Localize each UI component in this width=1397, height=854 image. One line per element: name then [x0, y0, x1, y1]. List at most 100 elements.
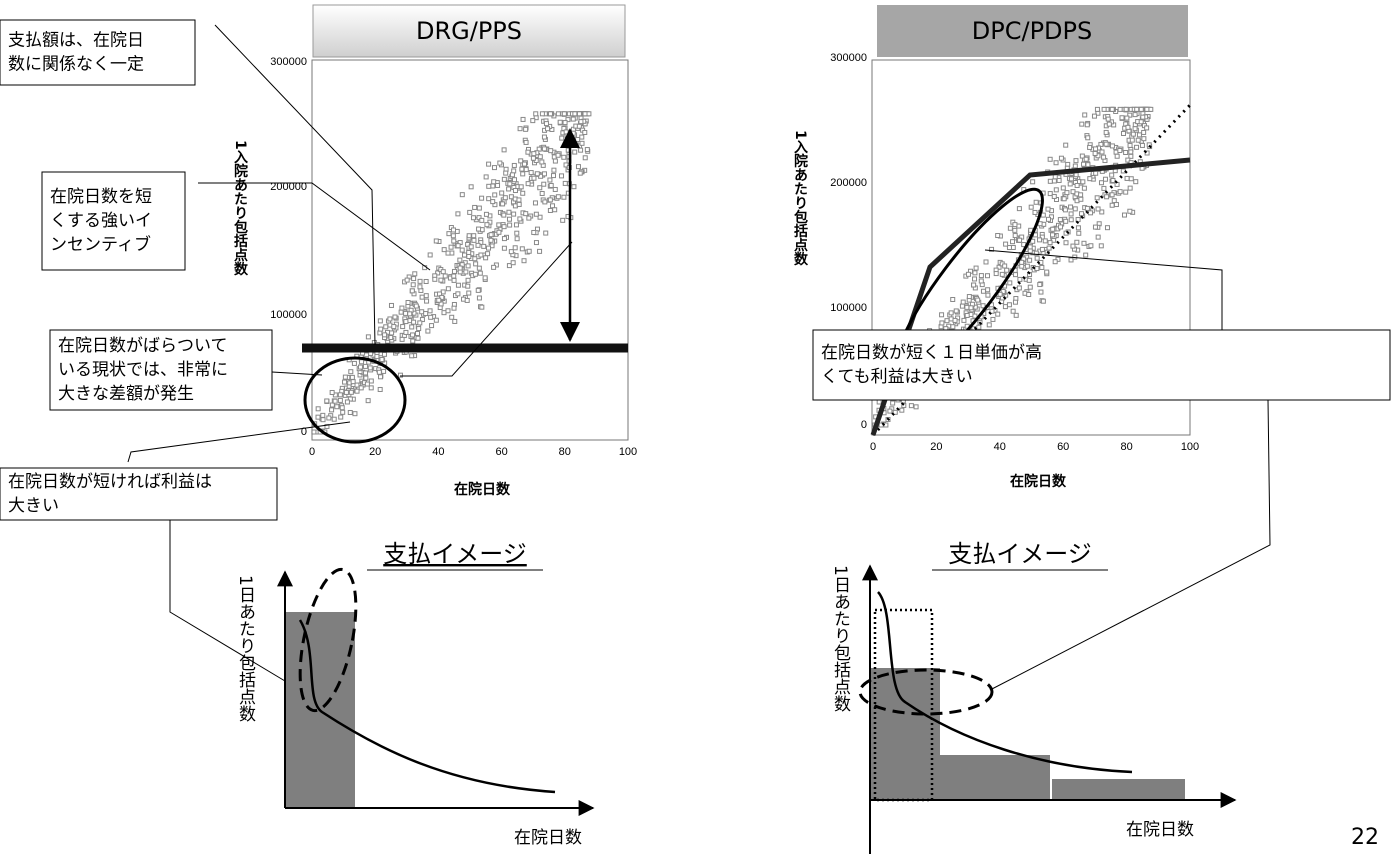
- scatter-dot: [419, 317, 425, 323]
- scatter-dot: [539, 190, 545, 196]
- callout-box: [812, 329, 1391, 401]
- scatter-dot: [523, 211, 529, 217]
- scatter-dot: [485, 251, 491, 257]
- scatter-dot: [359, 359, 365, 365]
- scatter-dot: [975, 297, 981, 303]
- scatter-dot: [1068, 211, 1074, 217]
- scatter-dot: [1138, 106, 1144, 112]
- scatter-dot: [533, 240, 539, 246]
- scatter-dot: [562, 180, 568, 186]
- callout-text: くても利益は大きい: [821, 367, 973, 387]
- scatter-dot: [1104, 194, 1110, 200]
- scatter-dot: [1072, 206, 1078, 212]
- scatter-dot: [1091, 113, 1097, 119]
- scatter-dot: [990, 316, 996, 322]
- scatter-dot: [1060, 185, 1066, 191]
- scatter-dot: [1000, 289, 1006, 295]
- scatter-dot: [433, 238, 439, 244]
- x-tick-label: 60: [1057, 441, 1069, 453]
- scatter-dot: [1140, 114, 1146, 120]
- scatter-dot: [523, 139, 529, 145]
- scatter-dot: [455, 211, 461, 217]
- scatter-dot: [511, 211, 517, 217]
- scatter-dot: [961, 317, 967, 323]
- scatter-dot: [363, 370, 369, 376]
- scatter-dot: [523, 126, 529, 132]
- scatter-dot: [506, 209, 512, 215]
- scatter-dot: [1138, 119, 1144, 125]
- scatter-dot: [1051, 193, 1057, 199]
- scatter-dot: [973, 265, 979, 271]
- scatter-dot: [543, 121, 549, 127]
- scatter-dot: [1061, 196, 1067, 202]
- bar: [940, 755, 1050, 800]
- scatter-dot: [365, 398, 371, 404]
- scatter-dot: [1099, 149, 1105, 155]
- scatter-dot: [486, 196, 492, 202]
- scatter-dot: [1081, 240, 1087, 246]
- scatter-dot: [463, 269, 469, 275]
- scatter-dot: [519, 166, 525, 172]
- scatter-dot: [532, 200, 538, 206]
- scatter-dot: [989, 246, 995, 252]
- scatter-dot: [1078, 196, 1084, 202]
- scatter-dot: [435, 270, 441, 276]
- scatter-dot: [329, 407, 335, 413]
- scatter-dot: [415, 335, 421, 341]
- scatter-dot: [1148, 106, 1154, 112]
- scatter-dot: [417, 284, 423, 290]
- scatter-dot: [1093, 170, 1099, 176]
- scatter-dot: [466, 290, 472, 296]
- callout-text: 在院日数が短ければ利益は: [8, 472, 212, 492]
- scatter-dot: [377, 386, 383, 392]
- scatter-dot: [407, 311, 413, 317]
- callout-text: 大きい: [8, 496, 59, 516]
- scatter-dot: [388, 302, 394, 308]
- scatter-dot: [518, 158, 524, 164]
- scatter-dot: [1094, 106, 1100, 112]
- scatter-dot: [399, 305, 405, 311]
- scatter-dot: [562, 120, 568, 126]
- scatter-dot: [985, 292, 991, 298]
- scatter-dot: [452, 318, 458, 324]
- leader-lines: [984, 249, 1271, 691]
- scatter-dot: [575, 164, 581, 170]
- scatter-dot: [1117, 147, 1123, 153]
- scatter-dot: [1037, 237, 1043, 243]
- scatter-dot: [560, 217, 566, 223]
- scatter-dot: [479, 304, 485, 310]
- scatter-dot: [531, 175, 537, 181]
- scatter-dot: [411, 276, 417, 282]
- scatter-dot: [1103, 129, 1109, 135]
- scatter-dot: [519, 246, 525, 252]
- scatter-dot: [561, 111, 567, 117]
- scatter-dot: [1033, 250, 1039, 256]
- scatter-dot: [511, 177, 517, 183]
- scatter-dot: [531, 229, 537, 235]
- scatter-dot: [526, 248, 532, 254]
- scatter-dot: [1082, 112, 1088, 118]
- scatter-dot: [1085, 162, 1091, 168]
- scatter-dot: [542, 199, 548, 205]
- scatter-dot: [1101, 154, 1107, 160]
- scatter-dot: [1074, 182, 1080, 188]
- scatter-dot: [510, 260, 516, 266]
- callout-text: 在院日数が短く１日単価が高: [821, 343, 1042, 363]
- scatter-dot: [409, 353, 415, 359]
- callout-text: 在院日数がばらついて: [58, 336, 228, 356]
- scatter-dot: [572, 149, 578, 155]
- scatter-dot: [350, 379, 356, 385]
- scatter-dot: [488, 232, 494, 238]
- scatter-dot: [499, 190, 505, 196]
- scatter-dot: [533, 111, 539, 117]
- scatter-dot: [966, 294, 972, 300]
- scatter-dot: [475, 287, 481, 293]
- scatter-dot: [948, 310, 954, 316]
- scatter-dot: [343, 389, 349, 395]
- scatter-dot: [523, 167, 529, 173]
- scatter-dot: [520, 116, 526, 122]
- scatter-dot: [398, 309, 404, 315]
- scatter-dot: [423, 293, 429, 299]
- scatter-dot: [1073, 158, 1079, 164]
